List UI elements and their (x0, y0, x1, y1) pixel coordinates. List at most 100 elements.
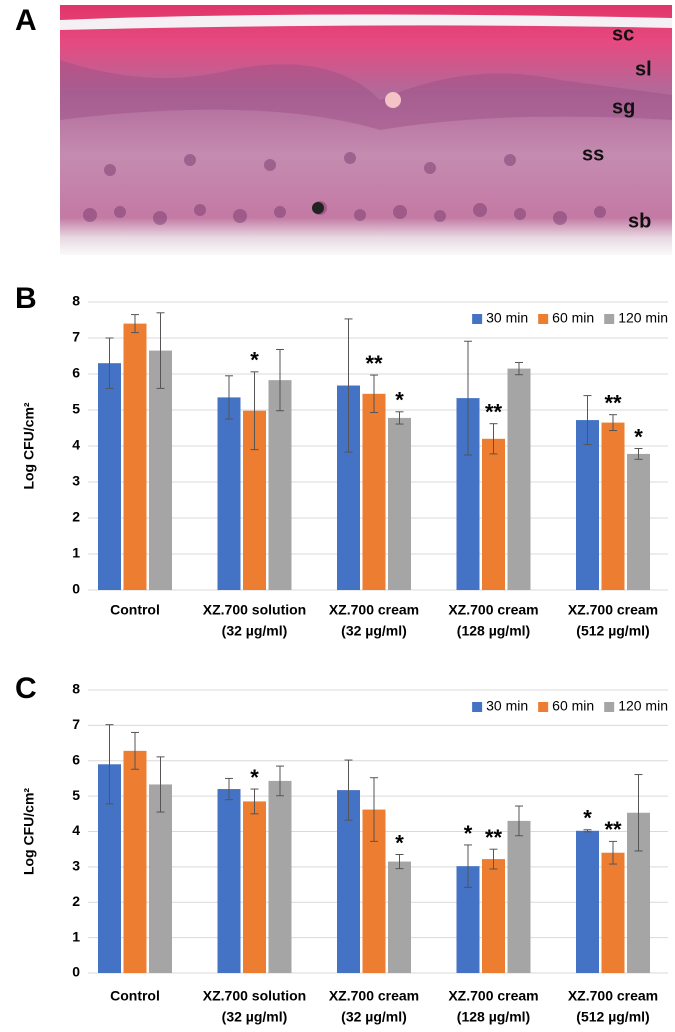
x-tick-label: (128 µg/ml) (457, 623, 530, 639)
x-tick-label: XZ.700 cream (568, 988, 658, 1004)
bar (243, 801, 266, 973)
x-tick-label: (128 µg/ml) (457, 1009, 530, 1025)
bar (98, 363, 121, 590)
error-bar (250, 371, 259, 451)
bar (217, 397, 241, 590)
x-tick-label: Control (110, 602, 160, 618)
y-tick-label: 3 (72, 858, 80, 874)
error-bar (225, 777, 233, 801)
error-bar (583, 829, 592, 833)
significance-label: ** (604, 817, 622, 842)
error-bar (276, 349, 284, 412)
y-tick-label: 2 (72, 893, 80, 909)
bar (337, 385, 360, 590)
panel-label: A (15, 4, 37, 37)
error-bar (515, 361, 523, 376)
significance-label: ** (485, 399, 503, 424)
panel-label: B (15, 282, 37, 315)
error-bar (395, 853, 404, 870)
legend-swatch (472, 702, 483, 712)
bar (362, 809, 386, 973)
bar (243, 410, 266, 590)
y-tick-label: 7 (72, 329, 80, 345)
y-tick-label: 0 (72, 964, 80, 980)
bar (456, 866, 480, 973)
error-bar (344, 318, 353, 453)
bar (268, 780, 292, 973)
y-tick-label: 1 (72, 545, 80, 561)
layer-label: sl (635, 58, 652, 80)
legend-swatch (538, 314, 549, 324)
error-bar (105, 724, 114, 805)
y-tick-label: 6 (72, 751, 80, 767)
error-bar (515, 805, 523, 837)
x-tick-label: (32 µg/ml) (341, 623, 407, 639)
bar (388, 861, 411, 973)
layer-label: sg (612, 96, 635, 118)
x-tick-label: XZ.700 solution (203, 988, 306, 1004)
bar (627, 812, 650, 973)
x-tick-label: XZ.700 solution (203, 602, 306, 618)
bar (576, 830, 599, 973)
significance-label: * (395, 388, 404, 413)
y-tick-label: 7 (72, 716, 80, 732)
y-tick-label: 2 (72, 509, 80, 525)
significance-label: * (395, 830, 404, 855)
bar (98, 764, 121, 973)
panel-label: C (15, 672, 37, 705)
legend-swatch (538, 702, 549, 712)
layer-label: sb (628, 210, 651, 232)
histology-image (60, 5, 672, 255)
error-bar (156, 312, 165, 389)
significance-label: * (634, 424, 643, 449)
significance-label: ** (604, 390, 622, 415)
error-bar (131, 731, 139, 770)
legend-swatch (472, 314, 483, 324)
error-bar (276, 765, 284, 797)
bar (149, 784, 172, 973)
error-bar (489, 848, 498, 870)
layer-label: sc (612, 23, 634, 45)
error-bar (370, 374, 378, 414)
bar (268, 380, 292, 590)
bar (388, 417, 411, 590)
bar (601, 852, 625, 973)
legend-label: 120 min (618, 310, 668, 326)
error-bar (105, 337, 114, 389)
y-axis-label: Log CFU/cm² (21, 788, 37, 875)
error-bar (583, 395, 592, 446)
bar (576, 420, 599, 590)
legend-swatch (604, 314, 615, 324)
x-tick-label: (512 µg/ml) (576, 1009, 649, 1025)
y-tick-label: 1 (72, 928, 80, 944)
x-tick-label: XZ.700 cream (568, 602, 658, 618)
x-tick-label: (32 µg/ml) (341, 1009, 407, 1025)
bar (362, 393, 386, 590)
significance-label: * (250, 765, 259, 790)
bar (217, 789, 241, 973)
y-tick-label: 4 (72, 437, 80, 453)
y-tick-label: 8 (72, 681, 80, 697)
error-bar (344, 759, 353, 821)
x-tick-label: (32 µg/ml) (222, 623, 288, 639)
legend-swatch (604, 702, 615, 712)
error-bar (225, 375, 233, 420)
significance-label: * (250, 348, 259, 373)
significance-label: ** (365, 351, 383, 376)
bar (482, 438, 505, 590)
y-tick-label: 4 (72, 822, 80, 838)
bar (123, 323, 147, 590)
error-bar (634, 774, 643, 852)
error-bar (250, 788, 259, 815)
y-axis-label: Log CFU/cm² (21, 402, 37, 489)
y-tick-label: 8 (72, 293, 80, 309)
error-bar (370, 777, 378, 842)
x-tick-label: Control (110, 988, 160, 1004)
legend-label: 120 min (618, 698, 668, 714)
bar (482, 859, 505, 973)
bar (123, 750, 147, 973)
error-bar (489, 423, 498, 455)
bar (627, 453, 650, 590)
error-bar (609, 840, 617, 865)
x-tick-label: (512 µg/ml) (576, 623, 649, 639)
